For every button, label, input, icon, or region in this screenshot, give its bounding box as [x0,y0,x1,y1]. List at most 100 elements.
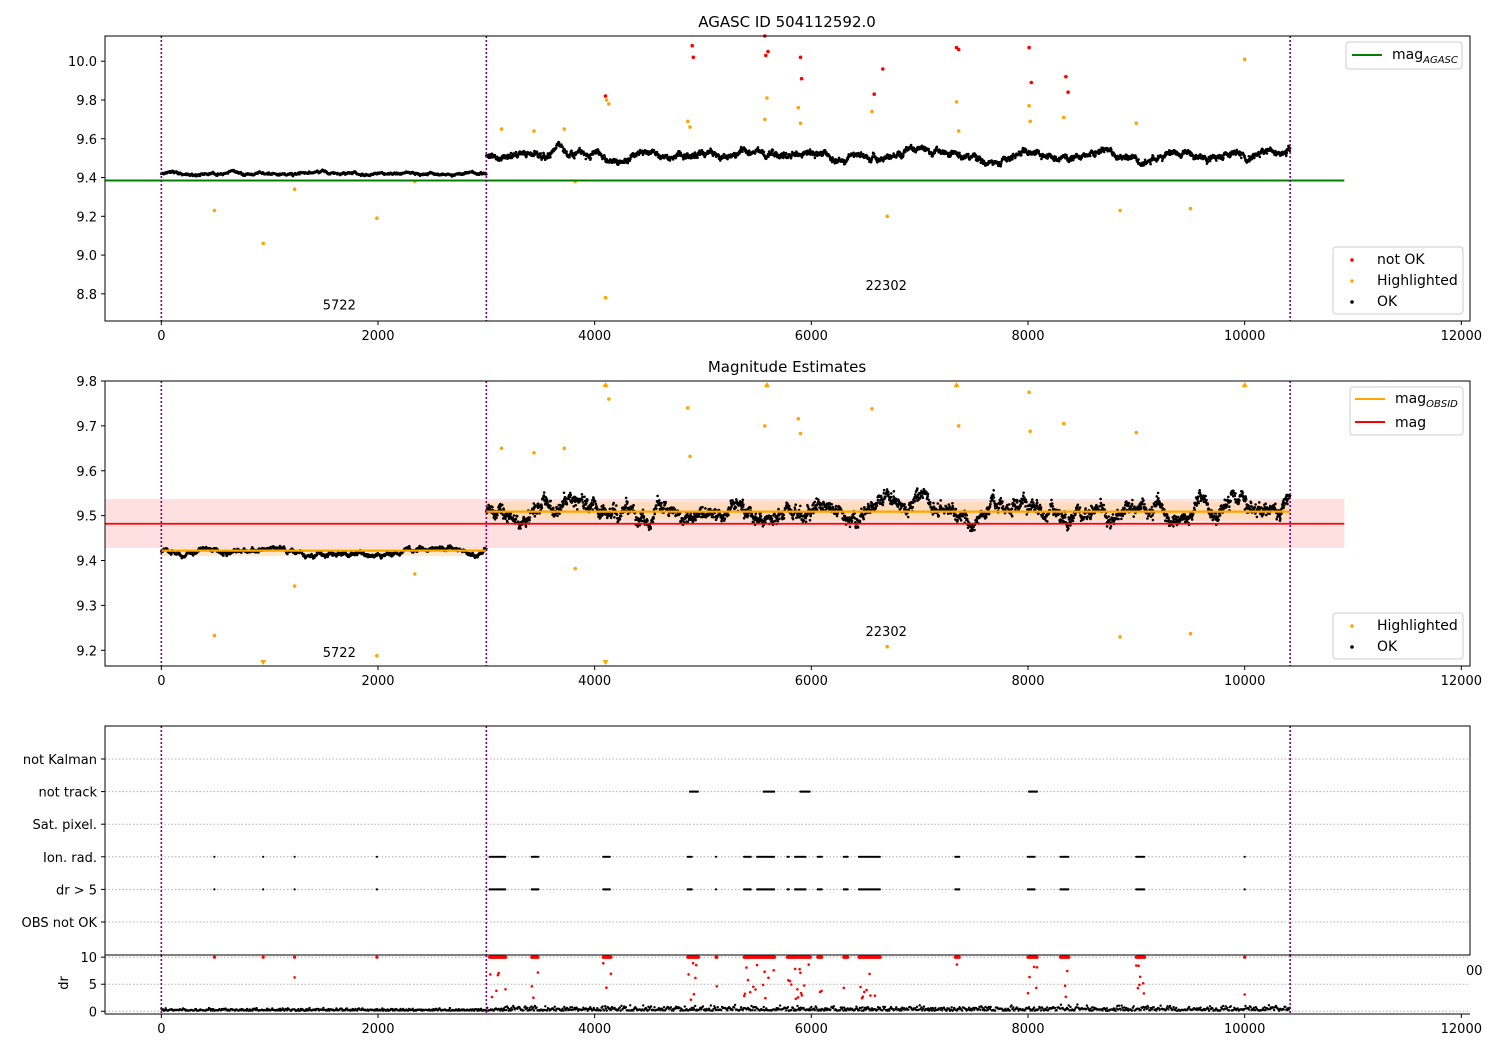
highlighted-point [956,129,961,133]
ok-point [1088,154,1092,158]
panel-agasc: 0 2000 4000 6000 8000 10000 120008.89.09.29.49… [68,13,1482,344]
ok-point [696,156,699,159]
ok-point [958,151,961,155]
panel-agasc-legend-mag: magAGASC [1345,41,1463,70]
ok-point [641,153,645,157]
highlighted-point [1242,57,1247,62]
ok-point [552,506,555,510]
not-ok-point [1066,90,1070,94]
ok-point [501,503,504,507]
ok-point [1137,158,1140,161]
panel-agasc-legend-status: not OK Highlighted OK [1332,246,1464,315]
ok-point [771,149,775,152]
ok-point [222,554,225,557]
ok-point [595,506,599,509]
ok-point [1011,158,1014,161]
ok-point [1265,152,1269,155]
ok-point [574,503,577,507]
legend-label-main: mag [1392,47,1423,63]
ok-point [525,154,528,158]
ok-point [581,501,585,504]
ok-point [909,143,913,147]
ok-point [1258,155,1262,159]
ok-point [286,552,289,556]
ok-point [615,513,619,516]
ok-point [593,500,597,503]
ok-point [514,150,518,154]
highlighted-point [292,187,297,191]
panel-agasc-background [105,36,1470,321]
ok-point [1057,160,1061,163]
legend-marker-ok [1350,300,1354,304]
x-tick-label: 0 [157,329,165,344]
ok-point [515,515,519,518]
y-tick-label: 9.8 [76,94,97,109]
not-ok-point [764,53,768,58]
ok-point [602,512,606,516]
ok-point [612,501,615,505]
ok-point [613,516,616,519]
ok-point [504,517,507,521]
panel-magnitude-bands [105,499,1345,557]
ok-point [580,498,584,501]
not-ok-point [798,55,803,60]
ok-point [741,150,744,153]
ok-point [586,498,589,501]
ok-point [927,147,930,151]
ok-point [665,153,669,157]
x-tick-label: 2000 [361,329,394,344]
ok-point [1284,154,1288,157]
y-tick-label: 10.0 [68,55,97,70]
legend-marker-not-ok [1350,258,1354,262]
ok-point [576,508,579,511]
not-ok-point [691,55,696,60]
highlighted-point [1188,206,1193,211]
highlighted-point [532,129,536,133]
x-tick-label: 8000 [1011,329,1044,344]
ok-point [539,152,543,155]
ok-point [491,506,494,509]
highlighted-point [562,127,567,131]
legend-label-not-ok: not OK [1377,252,1425,268]
ok-point [1208,159,1212,163]
highlighted-point [870,109,874,114]
x-tick-label: 4000 [578,329,611,344]
panel-agasc-title: AGASC ID 504112592.0 [698,13,876,31]
y-tick-label: 9.2 [76,210,97,225]
not-ok-point [1064,74,1068,79]
not-ok-point [1027,45,1031,50]
ok-point [545,498,549,501]
ok-point [556,514,559,518]
ok-point [597,508,601,511]
ok-point [999,162,1003,165]
highlighted-point [499,127,504,131]
ok-point [762,150,766,154]
highlighted-point [763,117,767,122]
highlighted-point [954,100,959,104]
ok-point [570,501,574,504]
highlighted-point [688,125,692,129]
y-tick-label: 9.6 [76,133,97,148]
ok-point [549,504,552,508]
ok-point [565,150,568,153]
obsid-label: 22302 [866,279,907,294]
highlighted-point [604,98,609,102]
panel-agasc-points [160,34,1292,300]
ok-point [569,493,573,497]
ok-point [528,518,531,522]
ok-point [528,516,532,519]
y-tick-label: 8.8 [76,288,97,303]
panel-magnitude: 0 2000 4000 6000 8000 10000 120009.29.39.49.59… [76,358,1482,689]
legend-label-highlighted: Highlighted [1377,273,1458,289]
ok-point [967,152,970,156]
ok-point [584,157,588,161]
ok-point [655,150,659,154]
ok-point [1161,157,1164,161]
ok-point [594,502,598,506]
ok-point [999,164,1003,168]
ok-point [1037,149,1041,153]
not-ok-point [881,67,885,71]
ok-point [514,517,518,521]
not-ok-point [603,94,608,98]
x-tick-label: 12000 [1441,329,1482,344]
